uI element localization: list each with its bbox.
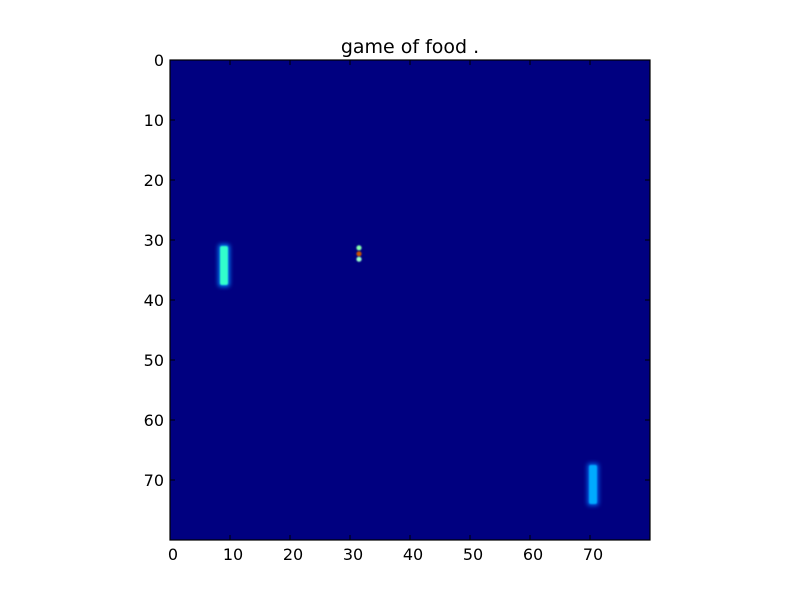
chart-title: game of food . — [341, 36, 479, 58]
x-tick-label: 20 — [283, 545, 303, 564]
y-tick-label: 30 — [144, 231, 164, 250]
food-pellet — [356, 251, 362, 257]
paddle-left — [220, 246, 228, 285]
y-tick-label: 50 — [144, 351, 164, 370]
y-tick-label: 0 — [154, 51, 164, 70]
y-tick-label: 60 — [144, 411, 164, 430]
y-tick-label: 40 — [144, 291, 164, 310]
game-board — [170, 60, 650, 540]
x-tick-label: 40 — [403, 545, 423, 564]
x-tick-label: 30 — [343, 545, 363, 564]
y-tick-label: 10 — [144, 111, 164, 130]
x-tick-label: 60 — [523, 545, 543, 564]
x-tick-label: 70 — [583, 545, 603, 564]
y-tick-label: 70 — [144, 471, 164, 490]
paddle-right — [589, 465, 597, 504]
x-tick-label: 10 — [223, 545, 243, 564]
x-tick-label: 0 — [168, 545, 178, 564]
food-pellet — [356, 256, 362, 262]
food-pellet — [356, 245, 362, 251]
x-tick-label: 50 — [463, 545, 483, 564]
axis-ticks: 0 10 20 30 40 50 60 70 0 10 20 30 40 50 60 70 — [144, 51, 650, 564]
game-objects — [218, 244, 599, 506]
y-tick-label: 20 — [144, 171, 164, 190]
